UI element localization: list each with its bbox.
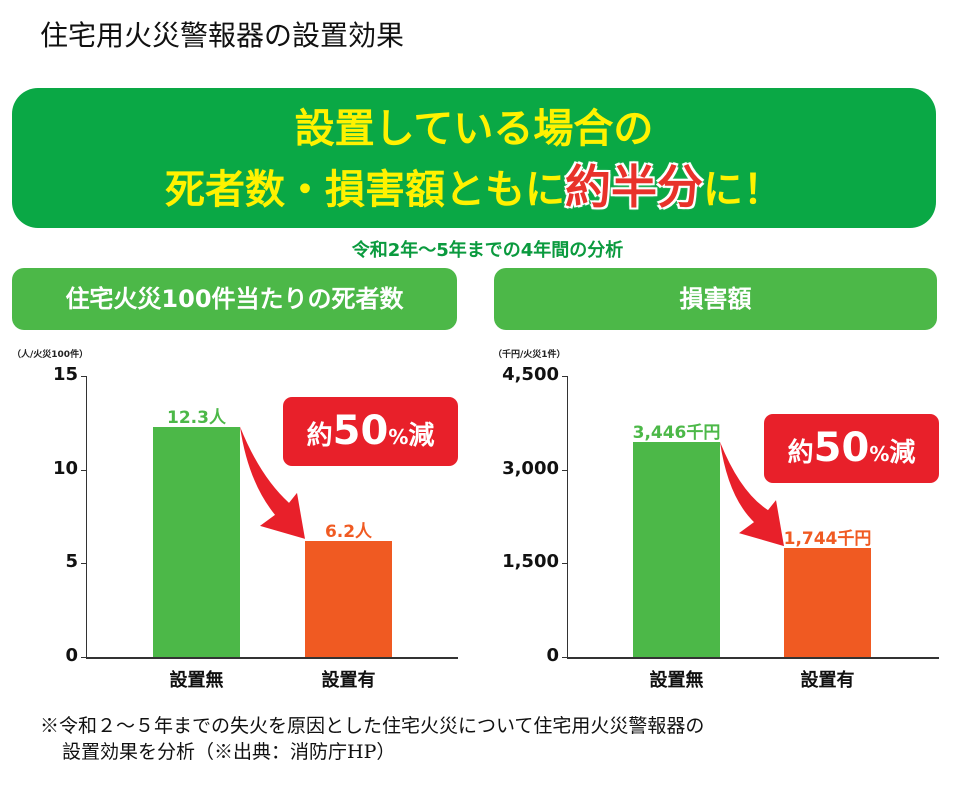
y-axis-line	[86, 376, 87, 657]
chart-header-damage: 損害額	[494, 268, 937, 330]
headline-highlight: 約半分	[565, 160, 703, 214]
headline-line2-a: 死者数・損害額ともに	[165, 167, 565, 213]
category-label: 設置無	[169, 670, 224, 691]
y-tick-label: 3,000	[502, 457, 559, 479]
x-axis-line	[567, 657, 939, 659]
category-label: 設置有	[321, 670, 376, 691]
category-label: 設置無	[649, 670, 704, 691]
bar-without-alarm	[153, 426, 240, 657]
y-tick	[81, 469, 86, 471]
data-label-without-alarm: 12.3人	[167, 407, 226, 428]
badge-post: 減	[408, 421, 435, 451]
bar-with-alarm	[305, 540, 392, 657]
y-tick	[81, 376, 86, 377]
y-tick	[562, 563, 567, 565]
y-tick	[81, 657, 86, 658]
badge-pct: %	[388, 425, 409, 449]
badge-pre: 約	[306, 421, 333, 451]
data-label-without-alarm: 3,446千円	[632, 422, 721, 443]
y-tick-label: 0	[65, 645, 78, 666]
data-label-with-alarm: 6.2人	[324, 521, 373, 542]
footnote: ※令和２〜５年までの失火を原因とした住宅火災について住宅用火災警報器の 設置効果…	[40, 713, 940, 765]
y-tick-label: 0	[546, 645, 559, 666]
footnote-line1: ※令和２〜５年までの失火を原因とした住宅火災について住宅用火災警報器の	[40, 715, 705, 737]
badge-post: 減	[889, 438, 916, 468]
y-axis-unit: （人/火災100件）	[12, 350, 89, 360]
y-tick	[562, 376, 567, 377]
reduction-badge: 約50%減	[283, 397, 458, 466]
y-tick-label: 15	[52, 364, 78, 385]
badge-pre: 約	[787, 438, 814, 468]
headline-line2-b: に！	[703, 167, 783, 213]
y-tick	[81, 563, 86, 565]
chart-header-deaths: 住宅火災100件当たりの死者数	[12, 268, 457, 330]
page-title: 住宅用火災警報器の設置効果	[40, 19, 405, 52]
y-axis-unit: （千円/火災1件）	[493, 350, 566, 360]
y-tick-label: 10	[52, 457, 78, 479]
bar-without-alarm	[633, 441, 720, 657]
headline-banner: 設置している場合の 死者数・損害額ともに約半分に！	[12, 88, 936, 228]
x-axis-line	[86, 657, 458, 659]
headline-line1: 設置している場合の	[294, 106, 654, 152]
category-label: 設置有	[800, 670, 855, 691]
data-label-with-alarm: 1,744千円	[783, 529, 872, 550]
badge-num: 50	[332, 408, 389, 454]
y-tick-label: 1,500	[502, 551, 559, 573]
badge-num: 50	[813, 425, 870, 471]
footnote-line2: 設置効果を分析（※出典：消防庁HP）	[62, 741, 396, 763]
y-tick-label: 5	[65, 551, 78, 573]
y-tick	[562, 657, 567, 658]
y-axis-line	[567, 376, 568, 657]
y-tick-label: 4,500	[502, 364, 559, 385]
reduction-badge: 約50%減	[764, 414, 939, 483]
y-tick	[562, 469, 567, 471]
analysis-period: 令和2年〜5年までの4年間の分析	[351, 240, 624, 261]
headline-line2: 死者数・損害額ともに約半分に！	[12, 158, 936, 219]
bar-with-alarm	[784, 548, 871, 657]
badge-pct: %	[869, 442, 890, 466]
